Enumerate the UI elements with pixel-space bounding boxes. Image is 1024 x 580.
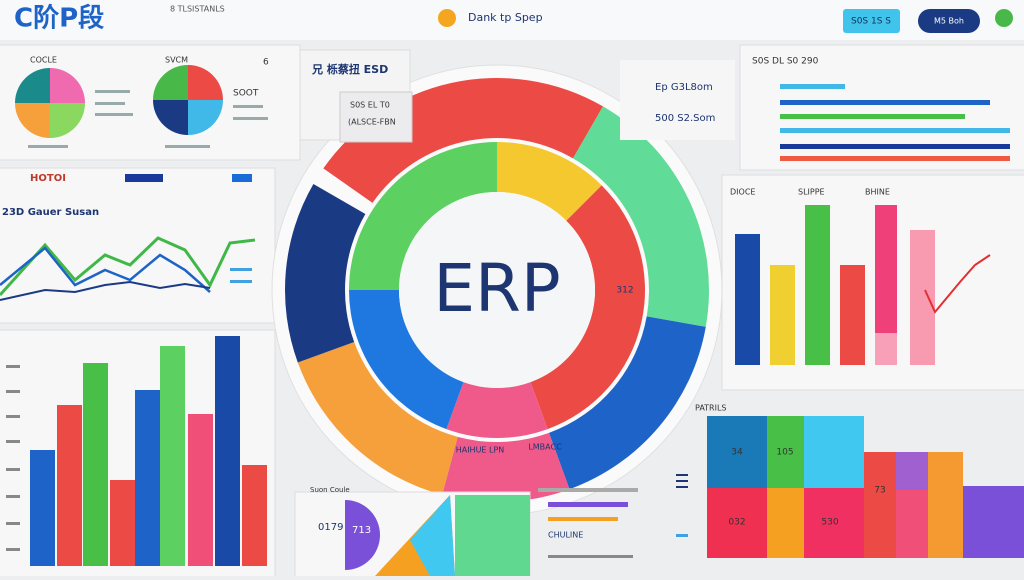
inner-segment <box>349 142 497 290</box>
search[interactable]: Dank tp Spep <box>468 11 543 24</box>
axis-ticks <box>6 365 20 551</box>
label: HAIHUE LPN <box>456 446 505 455</box>
text-line <box>676 534 688 537</box>
pie-slice <box>15 68 50 103</box>
cell-label: 34 <box>731 448 743 458</box>
cell-label: 73 <box>874 486 885 496</box>
pie-slice <box>188 65 223 100</box>
label: SLIPPE <box>798 188 825 197</box>
inner-segment <box>530 185 645 430</box>
pie-slice <box>153 65 188 100</box>
label: SOOT <box>233 89 259 99</box>
overlay-card <box>339 91 413 143</box>
text-line <box>548 555 633 558</box>
search-icon[interactable] <box>438 9 456 27</box>
cell-label: 105 <box>776 448 793 458</box>
panel <box>739 44 1024 171</box>
tab[interactable]: HOTOI <box>30 173 66 184</box>
wedge <box>410 495 455 576</box>
line <box>0 280 211 301</box>
text-line <box>548 502 628 507</box>
pies <box>15 65 223 138</box>
text-line <box>548 517 618 521</box>
bar-group <box>30 336 267 566</box>
inner-segment <box>349 290 464 430</box>
button-label[interactable]: M5 Boh <box>934 17 964 26</box>
tab-bar <box>125 174 163 182</box>
card <box>620 60 735 140</box>
text: 500 S2.Som <box>655 113 715 124</box>
panel-title: PATRILS <box>695 404 727 413</box>
center-title: ERP <box>433 250 560 327</box>
label: COCLE <box>30 56 57 65</box>
value: 713 <box>352 525 371 536</box>
pie-slice <box>15 103 50 138</box>
text-line <box>538 488 638 492</box>
cell-label: 032 <box>728 518 745 528</box>
legend-bar <box>230 280 252 283</box>
overlay-text: S0S EL T0 <box>350 101 390 110</box>
text: Ep G3L8om <box>655 82 713 93</box>
panel <box>721 174 1024 391</box>
trend-line <box>924 254 991 314</box>
line <box>0 236 256 297</box>
wedge <box>345 500 380 570</box>
outer-segment <box>573 106 709 327</box>
column-group <box>735 205 935 365</box>
pie-slice <box>153 100 188 135</box>
pie-slice <box>50 68 85 103</box>
legend: CHULINE <box>548 531 583 540</box>
button[interactable] <box>843 9 900 33</box>
subtitle: 8 TLSISTANLS <box>170 5 225 14</box>
outer-segment <box>297 341 458 495</box>
treemap <box>707 416 1024 558</box>
panel <box>0 167 276 324</box>
hbar-group <box>780 84 1010 161</box>
panel-title: Suon Coule <box>310 486 350 494</box>
overlay-title: 兄 栎蔡扭 ESD <box>311 62 388 76</box>
inner-segment <box>446 382 548 438</box>
label: DIOCE <box>730 188 755 197</box>
inner-segment <box>497 142 602 221</box>
outer-segment <box>548 316 706 490</box>
status-icon[interactable] <box>995 9 1013 27</box>
label: LMBACC <box>528 443 562 452</box>
outer-segment <box>442 432 570 503</box>
button-label[interactable]: S0S 1S S <box>851 17 891 27</box>
donut <box>285 77 709 503</box>
pie-slice <box>188 100 223 135</box>
tab-bar <box>232 174 252 182</box>
text-lines <box>28 90 268 148</box>
line <box>0 246 211 293</box>
overlay-text: (ALSCE-FBN <box>348 118 396 127</box>
panel-title: 23D Gauer Susan <box>2 207 99 218</box>
button[interactable] <box>918 9 980 33</box>
pie-slice <box>50 103 85 138</box>
label: BHINE <box>865 188 890 197</box>
menu-icon[interactable] <box>676 474 688 488</box>
label: 6 <box>263 58 269 68</box>
cell-label: 530 <box>821 518 838 528</box>
value: 0179 <box>318 522 343 533</box>
legend-bar <box>230 268 252 271</box>
donut-center <box>399 192 595 388</box>
outer-segment <box>285 184 366 363</box>
logo[interactable]: C阶P段 <box>14 3 104 34</box>
label: SVCM <box>165 56 188 65</box>
panel-title: S0S DL S0 290 <box>752 57 819 67</box>
center-value: 312 <box>616 286 633 296</box>
tile <box>455 495 530 576</box>
